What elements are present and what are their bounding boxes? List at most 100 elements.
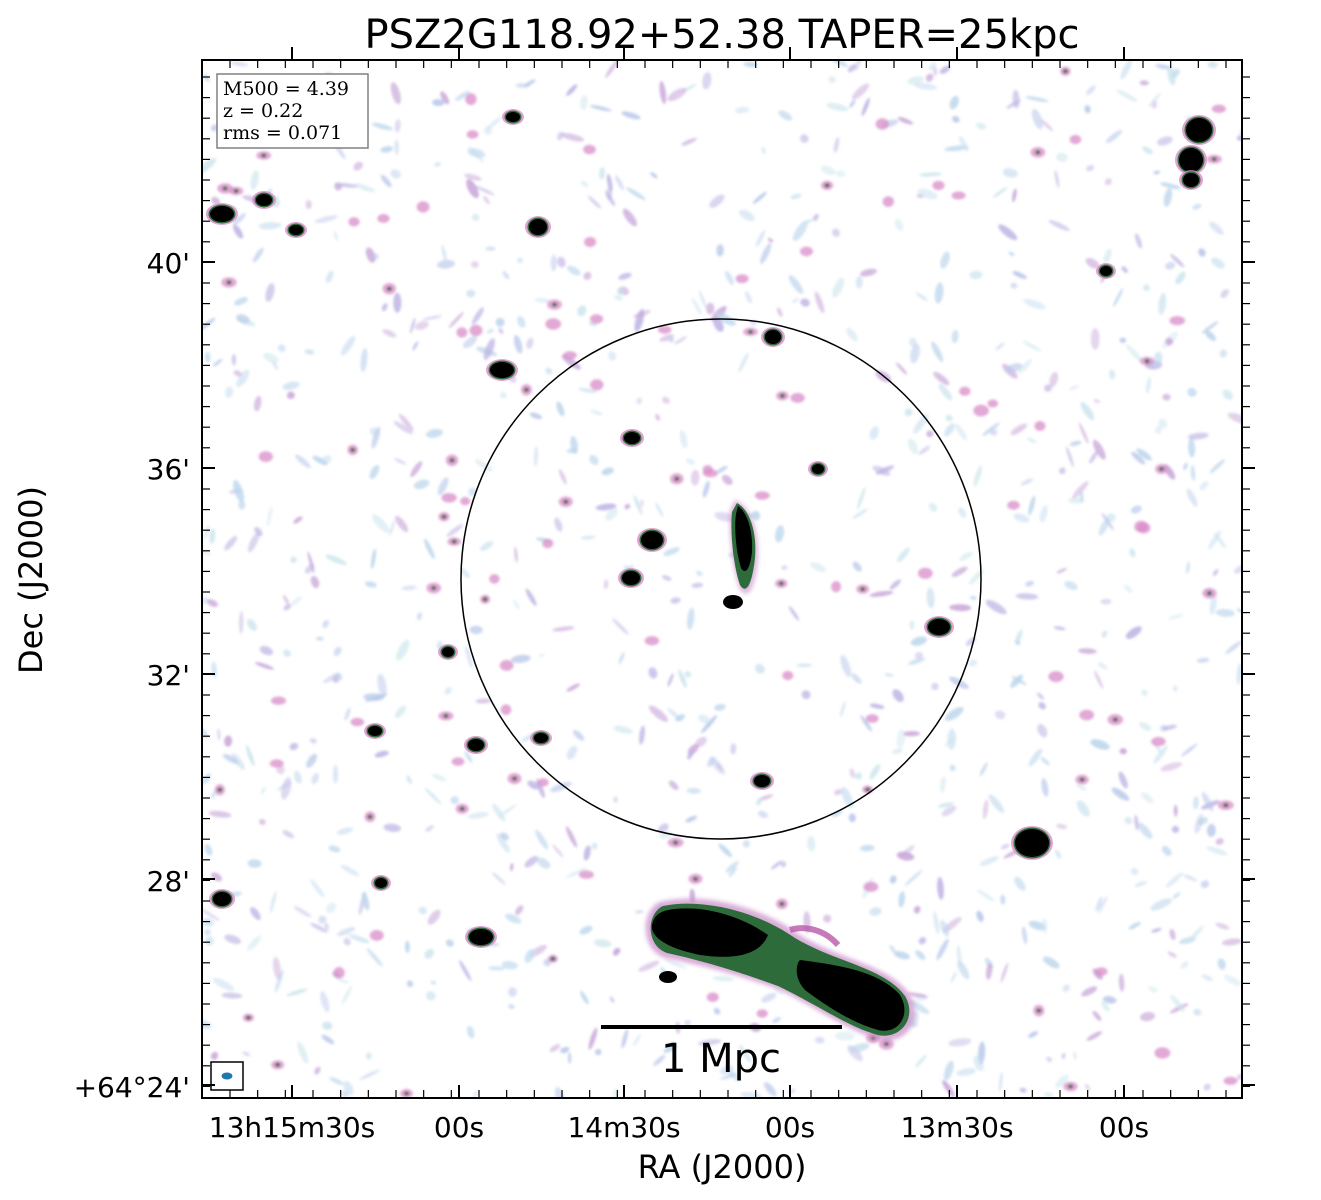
noise-blob [739, 209, 755, 222]
noise-blob [968, 659, 978, 667]
noise-peak [583, 144, 596, 155]
noise-blob [593, 939, 612, 948]
noise-blob [945, 706, 964, 721]
compact-source [928, 619, 950, 635]
noise-blob [545, 367, 553, 375]
noise-blob [636, 397, 643, 405]
noise-blob [498, 327, 504, 334]
noise-blob [1154, 426, 1162, 434]
noise-blob [281, 777, 292, 800]
noise-blob [1178, 936, 1197, 945]
noise-blob [295, 454, 311, 469]
noise-blob [1095, 896, 1103, 912]
noise-peak [465, 93, 477, 106]
noise-blob [1172, 892, 1181, 899]
noise-blob [1000, 962, 1009, 983]
noise-blob [424, 787, 442, 805]
noise-blob [1158, 292, 1167, 315]
noise-blob [322, 455, 332, 464]
noise-blob [589, 455, 599, 465]
noise-blob [337, 978, 350, 984]
noise-blob [709, 756, 726, 775]
noise-blob [959, 552, 973, 561]
noise-blob [1073, 1051, 1077, 1060]
noise-blob [1025, 580, 1035, 587]
noise-blob [740, 1092, 762, 1098]
noise-blob [406, 775, 412, 785]
noise-blob [395, 515, 409, 533]
noise-peak [800, 246, 813, 257]
noise-blob [1129, 548, 1136, 558]
noise-blob [799, 134, 809, 143]
noise-blob [1215, 922, 1230, 930]
noise-peak-core [563, 499, 569, 504]
noise-blob [514, 546, 518, 563]
noise-peak-core [350, 447, 356, 452]
noise-blob [1158, 418, 1168, 429]
noise-blob [982, 422, 1000, 437]
noise-blob [800, 298, 810, 307]
noise-blob [667, 673, 674, 687]
noise-blob [238, 611, 244, 634]
noise-blob [333, 672, 343, 682]
noise-peak [441, 493, 457, 503]
x-tick-label: 00s [434, 1111, 484, 1144]
noise-blob [1023, 298, 1046, 310]
noise-blob [745, 291, 753, 304]
noise-blob [896, 362, 908, 375]
noise-blob [969, 270, 983, 280]
noise-blob [590, 409, 603, 416]
noise-blob [1219, 349, 1227, 358]
noise-blob [1163, 724, 1177, 731]
noise-blob [1168, 613, 1184, 620]
info-m500: M500 = 4.39 [223, 78, 349, 100]
noise-blob [1167, 951, 1177, 958]
noise-blob [1192, 796, 1199, 810]
noise-blob [580, 990, 589, 1005]
compact-source [624, 432, 640, 444]
noise-peak [258, 451, 273, 462]
noise-blob [513, 335, 523, 354]
noise-blob [956, 944, 962, 966]
noise-blob [467, 812, 489, 819]
noise-blob [697, 1039, 722, 1046]
noise-blob [1058, 467, 1066, 475]
noise-blob [1012, 271, 1027, 279]
noise-blob [1084, 105, 1091, 114]
noise-blob [1068, 497, 1085, 504]
noise-blob [1196, 657, 1210, 663]
noise-blob [464, 750, 473, 763]
noise-blob [365, 581, 377, 588]
noise-blob [657, 823, 669, 833]
radio-sources [206, 109, 1216, 1041]
noise-peak-core [824, 183, 830, 188]
noise-blob [661, 396, 670, 404]
noise-blob [579, 925, 593, 935]
noise-blob [580, 95, 588, 110]
noise-blob [910, 343, 920, 364]
noise-peak-core [222, 186, 228, 191]
noise-blob [904, 869, 923, 887]
noise-blob [601, 467, 614, 476]
noise-blob [231, 354, 237, 366]
noise-peak [500, 704, 512, 715]
noise-blob [1093, 399, 1101, 403]
noise-blob [1187, 387, 1197, 397]
noise-blob [897, 547, 910, 563]
noise-blob [832, 277, 845, 298]
noise-blob [566, 683, 580, 692]
noise-blob [566, 745, 578, 760]
compact-source [468, 739, 484, 751]
noise-blob [1188, 438, 1196, 458]
noise-blob [661, 575, 672, 581]
noise-blob [247, 859, 262, 868]
noise-blob [690, 469, 700, 486]
noise-peak [959, 386, 971, 396]
compact-source [368, 726, 382, 736]
noise-blob [1165, 261, 1176, 270]
noise-blob [1153, 351, 1163, 368]
noise-blob [716, 244, 724, 257]
noise-blob [425, 825, 434, 832]
noise-blob [524, 855, 539, 868]
